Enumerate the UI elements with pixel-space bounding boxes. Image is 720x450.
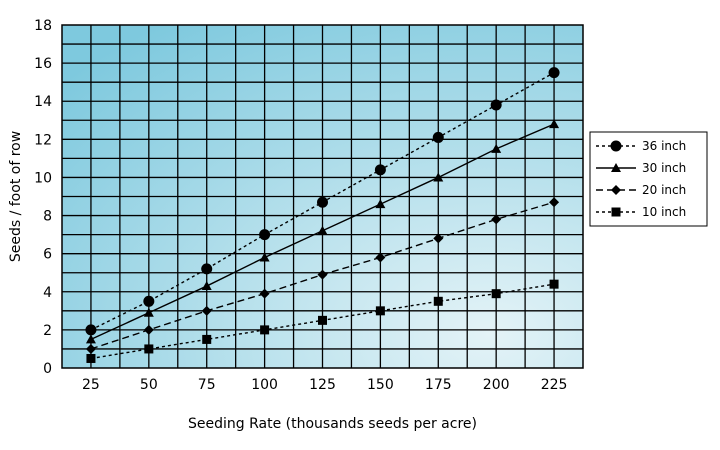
legend-label: 10 inch	[642, 205, 686, 219]
y-tick-label: 14	[34, 94, 52, 110]
x-tick-label: 75	[198, 377, 216, 393]
data-point-triangle	[375, 199, 386, 209]
data-point-diamond	[143, 324, 154, 335]
data-point-diamond	[375, 252, 386, 263]
legend-label: 20 inch	[642, 183, 686, 197]
series-20-inch	[85, 197, 560, 354]
data-point-circle	[490, 99, 502, 111]
y-tick-label: 18	[34, 18, 52, 34]
data-point-diamond	[549, 197, 560, 208]
data-point-circle	[85, 324, 97, 336]
data-point-square	[318, 315, 327, 325]
data-point-diamond	[259, 288, 270, 299]
data-point-triangle	[433, 172, 444, 182]
legend-marker-triangle	[611, 163, 621, 172]
x-tick-label: 225	[541, 377, 568, 393]
data-point-circle	[317, 196, 328, 208]
y-axis-title: Seeds / foot of row	[8, 131, 24, 262]
legend-box	[589, 131, 708, 227]
series-10-inch	[86, 279, 559, 363]
x-tick-label: 175	[425, 377, 452, 393]
data-point-circle	[143, 295, 155, 307]
x-tick-label: 25	[82, 377, 100, 393]
legend-marker-circle	[610, 140, 622, 152]
data-point-square	[375, 306, 385, 316]
data-point-square	[202, 334, 212, 344]
legend-marker-square	[611, 207, 621, 217]
y-tick-label: 12	[34, 132, 52, 148]
data-point-circle	[259, 229, 271, 241]
data-point-triangle	[201, 281, 212, 291]
x-tick-label: 50	[140, 377, 158, 393]
grid-lines	[62, 25, 583, 368]
legend-item: 30 inch	[596, 161, 686, 175]
x-tick-label: 125	[309, 377, 336, 393]
legend-item: 20 inch	[596, 183, 686, 197]
data-point-triangle	[143, 307, 154, 317]
y-tick-label: 2	[43, 323, 52, 339]
data-point-circle	[374, 164, 386, 176]
data-point-diamond	[201, 305, 212, 316]
data-point-square	[549, 279, 559, 289]
x-tick-label: 150	[367, 377, 394, 393]
data-point-circle	[201, 263, 213, 275]
legend-item: 10 inch	[596, 205, 686, 219]
data-point-triangle	[317, 225, 328, 235]
data-point-diamond	[433, 233, 444, 244]
y-tick-label: 4	[43, 285, 52, 301]
y-tick-label: 8	[43, 209, 52, 225]
data-point-diamond	[491, 214, 502, 225]
y-axis-ticks: 0 2 4 6 8 10 12 14 16 18	[34, 18, 52, 377]
x-axis-title: Seeding Rate (thousands seeds per acre)	[188, 416, 477, 432]
data-point-triangle	[85, 334, 96, 344]
data-point-diamond	[85, 343, 96, 354]
data-point-square	[86, 353, 96, 363]
data-point-triangle	[259, 252, 270, 262]
legend-marker-diamond	[611, 185, 621, 195]
legend-label: 36 inch	[642, 139, 686, 153]
data-point-circle	[432, 131, 444, 143]
legend-item: 36 inch	[596, 139, 686, 153]
y-tick-label: 10	[34, 170, 52, 186]
legend: 36 inch 30 inch 20 inch 10 inch	[589, 131, 708, 227]
x-tick-label: 100	[251, 377, 278, 393]
data-point-diamond	[317, 269, 328, 280]
data-point-square	[433, 296, 443, 306]
series-36-inch	[85, 67, 560, 336]
data-point-square	[144, 344, 154, 354]
y-tick-label: 6	[43, 247, 52, 263]
data-point-square	[491, 289, 501, 299]
x-tick-label: 200	[483, 377, 510, 393]
data-point-triangle	[491, 143, 502, 153]
y-tick-label: 16	[34, 56, 52, 72]
y-tick-label: 0	[43, 361, 52, 377]
series-30-inch	[85, 119, 560, 344]
data-point-triangle	[549, 119, 560, 129]
x-axis-ticks: 25 50 75 100 125 150 175 200 225	[82, 377, 567, 393]
legend-label: 30 inch	[642, 161, 686, 175]
data-point-square	[260, 325, 270, 335]
data-point-circle	[548, 67, 560, 79]
series-layer	[85, 67, 560, 363]
